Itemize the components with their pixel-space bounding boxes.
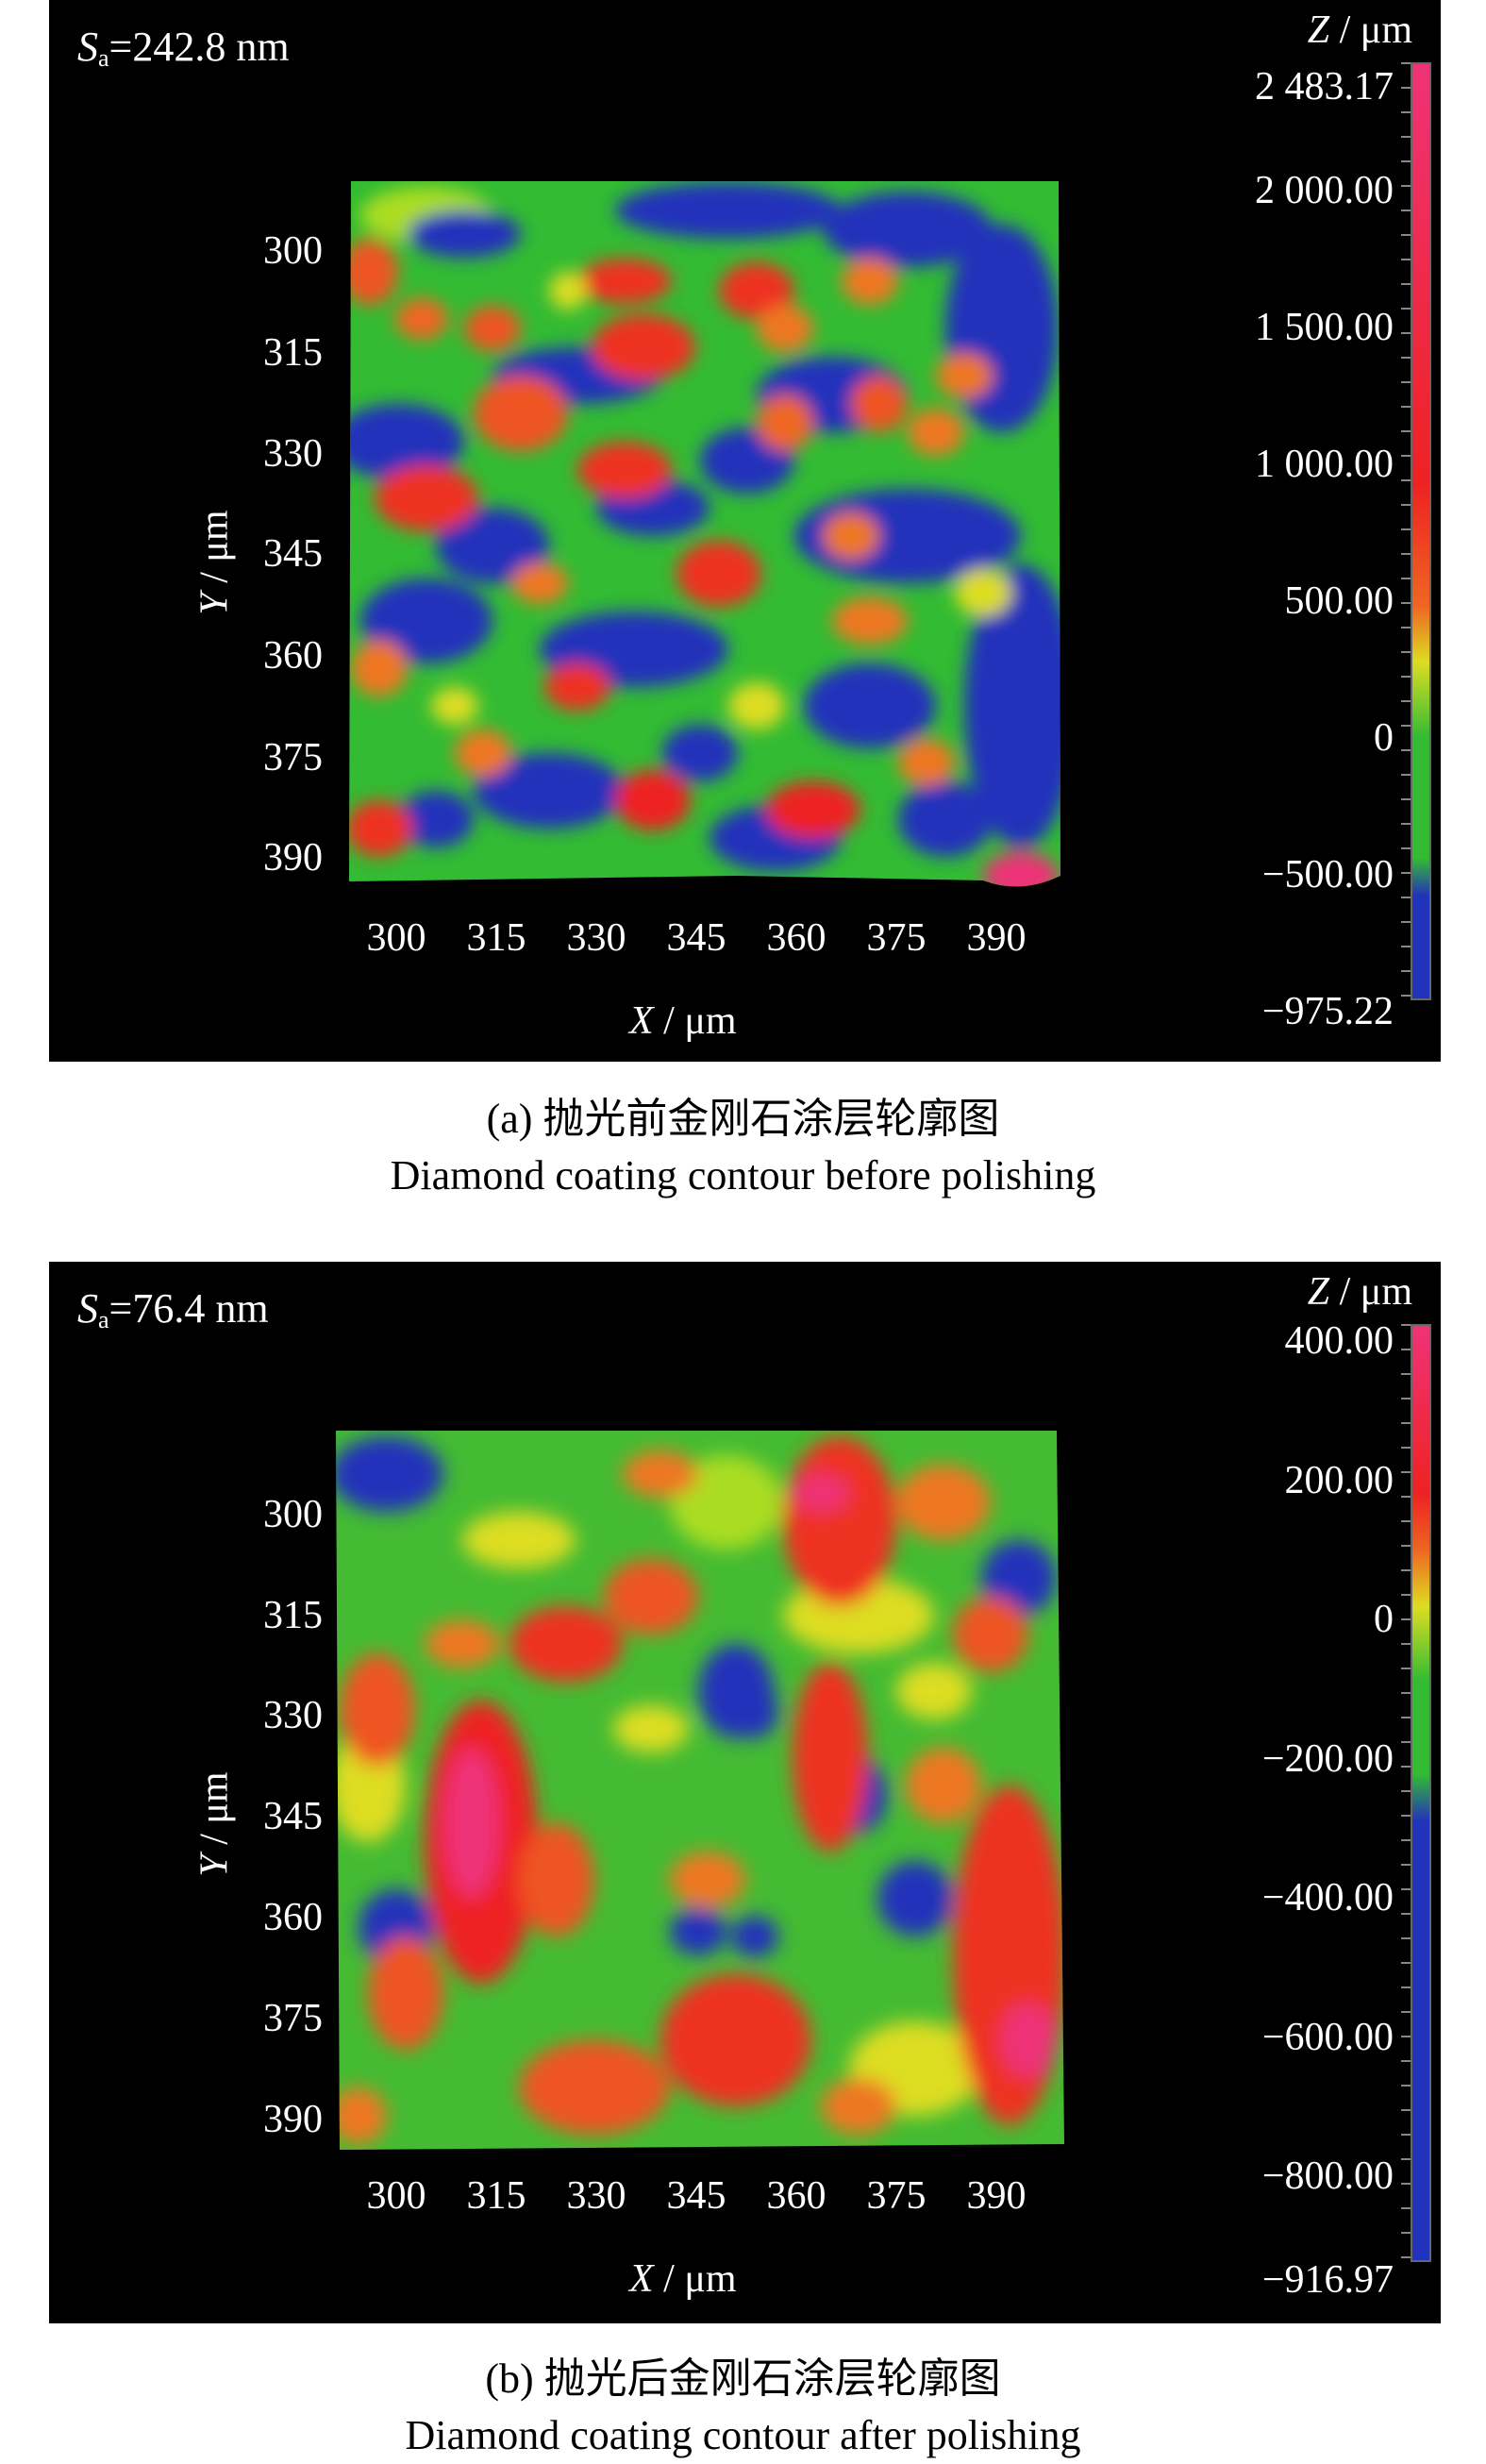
y-tick-label: 390 [263, 2098, 323, 2141]
figure-panel-b: Sa=76.4 nm [49, 1262, 1441, 2323]
surface-heatmap [342, 177, 1077, 895]
sa-label: Sa=76.4 nm [77, 1285, 269, 1333]
colorbar-tick-label: 0 [1374, 716, 1394, 760]
colorbar-tick-label: 1 000.00 [1255, 443, 1394, 486]
z-axis-label: Z / μm [1307, 1270, 1412, 1314]
colorbar-ticks [1401, 62, 1411, 997]
surface-heatmap [330, 1427, 1076, 2155]
x-tick-label: 360 [766, 2174, 826, 2218]
colorbar-tick-label: −600.00 [1261, 2016, 1394, 2059]
caption-b-cn: (b) 抛光后金刚石涂层轮廓图 [485, 2355, 1001, 2402]
colorbar-tick-label: 2 000.00 [1255, 169, 1394, 212]
figure-panel-a: Sa=242.8 nm [49, 0, 1441, 1062]
x-tick-label: 330 [566, 2174, 626, 2218]
y-tick-label: 360 [263, 1896, 323, 1939]
x-tick-label: 315 [466, 2174, 526, 2218]
x-tick-label: 375 [866, 2174, 927, 2218]
x-axis-label: X / μm [629, 2257, 737, 2301]
colorbar-tick-label: 500.00 [1284, 579, 1394, 623]
z-axis-label: Z / μm [1307, 8, 1412, 52]
caption-a-cn: (a) 抛光前金刚石涂层轮廓图 [486, 1096, 1000, 1142]
y-tick-label: 345 [263, 532, 323, 576]
colorbar-tick-label: −400.00 [1261, 1876, 1394, 1919]
y-tick-label: 345 [263, 1795, 323, 1838]
colorbar-tick-label: −975.22 [1261, 990, 1394, 1033]
y-axis-label: Y / μm [192, 510, 237, 615]
y-tick-label: 300 [263, 229, 323, 273]
x-tick-label: 375 [866, 916, 927, 960]
x-tick-label: 330 [566, 916, 626, 960]
colorbar-tick-label: 1 500.00 [1255, 306, 1394, 349]
x-tick-label: 390 [966, 2174, 1027, 2218]
colorbar-tick-label: −800.00 [1261, 2154, 1394, 2198]
colorbar-tick-label: 400.00 [1284, 1319, 1394, 1363]
x-axis-label: X / μm [629, 999, 737, 1043]
caption-b-en: Diamond coating contour after polishing [405, 2412, 1081, 2458]
y-tick-label: 300 [263, 1493, 323, 1536]
y-tick-label: 315 [263, 331, 323, 375]
x-tick-label: 300 [366, 2174, 426, 2218]
x-tick-label: 390 [966, 916, 1027, 960]
colorbar [1411, 62, 1431, 1000]
x-tick-label: 360 [766, 916, 826, 960]
colorbar [1411, 1324, 1431, 2262]
colorbar-tick-label: 200.00 [1284, 1459, 1394, 1502]
x-tick-label: 300 [366, 916, 426, 960]
colorbar-tick-label: −916.97 [1261, 2258, 1394, 2302]
y-axis-label: Y / μm [192, 1771, 237, 1877]
y-tick-label: 360 [263, 634, 323, 678]
colorbar-ticks [1401, 1324, 1411, 2258]
x-tick-label: 315 [466, 916, 526, 960]
y-tick-label: 315 [263, 1594, 323, 1637]
y-tick-label: 390 [263, 836, 323, 880]
sa-label: Sa=242.8 nm [77, 24, 290, 72]
y-tick-label: 375 [263, 736, 323, 779]
y-tick-label: 330 [263, 432, 323, 476]
y-tick-label: 330 [263, 1694, 323, 1737]
colorbar-tick-label: −200.00 [1261, 1737, 1394, 1781]
x-tick-label: 345 [666, 2174, 726, 2218]
x-tick-label: 345 [666, 916, 726, 960]
colorbar-tick-label: 0 [1374, 1598, 1394, 1641]
caption-a-en: Diamond coating contour before polishing [390, 1152, 1096, 1198]
colorbar-tick-label: 2 483.17 [1255, 65, 1394, 109]
y-tick-label: 375 [263, 1997, 323, 2040]
colorbar-tick-label: −500.00 [1261, 853, 1394, 897]
